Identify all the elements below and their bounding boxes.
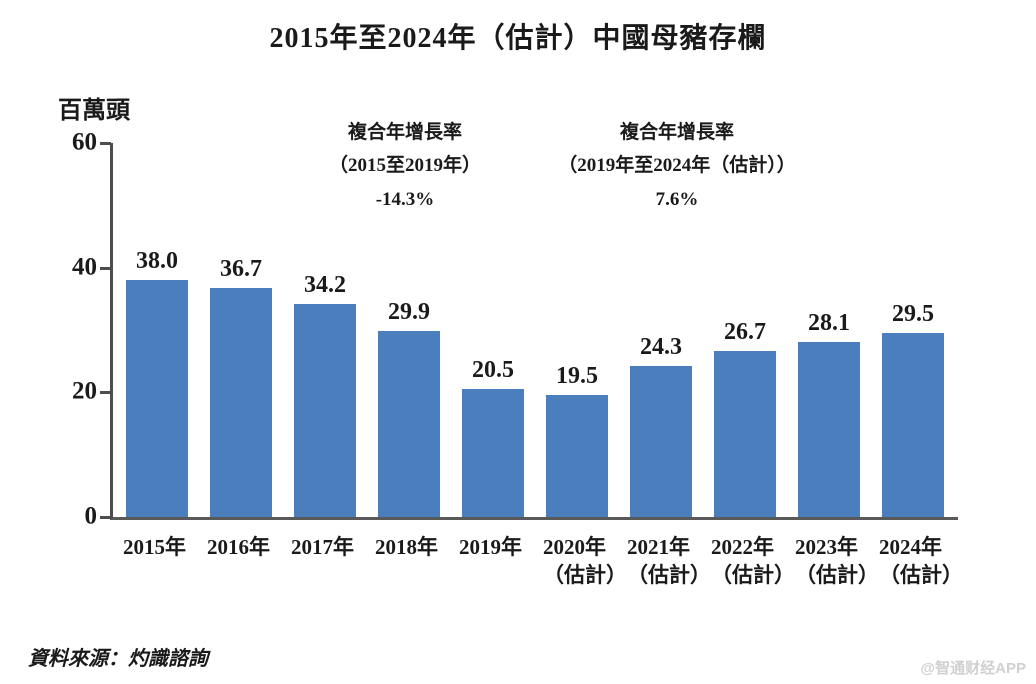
bar-column: 26.7: [714, 320, 776, 517]
bar: [294, 303, 356, 517]
bar-value-label: 38.0: [136, 248, 178, 275]
bar: [714, 350, 776, 517]
bar-value-label: 34.2: [304, 271, 346, 298]
chart-title: 2015年至2024年（估計）中國母豬存欄: [269, 23, 767, 54]
bar-value-label: 29.5: [892, 301, 934, 328]
bar-column: 19.5: [546, 364, 608, 517]
y-axis-unit-label: 百萬頭: [58, 98, 130, 124]
bar-column: 38.0: [126, 249, 188, 517]
x-axis-tick-label: 2018年: [375, 535, 438, 559]
x-axis-tick-label: 2024年 （估計）: [879, 535, 963, 588]
bar-column: 28.1: [798, 311, 860, 517]
cagr-annotation-2019-2024: 複合年增長率 （2019年至2024年（估計）） 7.6%: [527, 116, 827, 216]
bar-column: 20.5: [462, 358, 524, 517]
x-axis-tick-label: 2015年: [123, 535, 186, 559]
x-axis-tick-label: 2017年: [291, 535, 354, 559]
bar-column: 34.2: [294, 273, 356, 517]
x-axis-tick-label: 2023年 （估計）: [795, 535, 879, 588]
y-axis-tick: [100, 391, 111, 395]
cagr-value: -14.3%: [375, 188, 435, 210]
bar-column: 36.7: [210, 257, 272, 517]
bar: [630, 365, 692, 517]
cagr-value: 7.6%: [655, 188, 699, 210]
bar-column: 29.5: [882, 302, 944, 517]
bar-column: 29.9: [378, 300, 440, 517]
bar-value-label: 19.5: [556, 363, 598, 390]
cagr-annotation-2015-2019: 複合年增長率 （2015至2019年） -14.3%: [320, 116, 490, 216]
plot-area: 0 20 40 60 38.0 36.7 34.2 29.9 20.5 19.5 24.3 26.7…: [72, 130, 958, 529]
cagr-title: 複合年增長率: [347, 122, 462, 143]
y-axis-tick: [100, 266, 111, 270]
bar-value-label: 36.7: [220, 256, 262, 283]
bars-row: 38.0 36.7 34.2 29.9 20.5 19.5 24.3 26.7 28.1 29.5: [126, 143, 944, 517]
bar: [462, 389, 524, 517]
bar: [378, 330, 440, 517]
bar-value-label: 26.7: [724, 318, 766, 345]
bar: [210, 288, 272, 517]
cagr-period: （2015至2019年）: [328, 155, 481, 177]
bar-column: 24.3: [630, 335, 692, 517]
x-axis-tick-label: 2022年 （估計）: [711, 535, 795, 588]
bar: [882, 333, 944, 517]
bar: [798, 341, 860, 517]
y-axis-tick-label: 20: [72, 377, 97, 405]
cagr-period: （2019年至2024年（估計））: [558, 155, 796, 177]
data-source-note: 資料來源：灼識諮詢: [28, 648, 208, 670]
bar-value-label: 29.9: [388, 298, 430, 325]
cagr-title: 複合年增長率: [619, 122, 734, 143]
bar: [126, 280, 188, 517]
y-axis-tick-label: 60: [72, 128, 97, 156]
y-axis-tick-label: 40: [72, 253, 97, 281]
bar-value-label: 28.1: [808, 309, 850, 336]
x-axis-tick-label: 2016年: [207, 535, 270, 559]
x-axis-labels: 2015年 2016年 2017年 2018年 2019年 2020年 （估計） 2021年（…: [123, 533, 963, 590]
watermark: @智通财经APP: [920, 660, 1026, 677]
bar-value-label: 20.5: [472, 357, 514, 384]
bar: [546, 395, 608, 517]
y-axis-tick: [100, 142, 111, 145]
x-axis-tick-label: 2021年 （估計）: [627, 535, 711, 588]
x-axis-tick-label: 2020年 （估計）: [543, 535, 627, 588]
y-axis-tick: [100, 516, 111, 519]
x-axis-tick-label: 2019年: [459, 535, 522, 559]
y-axis-tick-label: 0: [84, 502, 98, 530]
bar-value-label: 24.3: [640, 333, 682, 360]
